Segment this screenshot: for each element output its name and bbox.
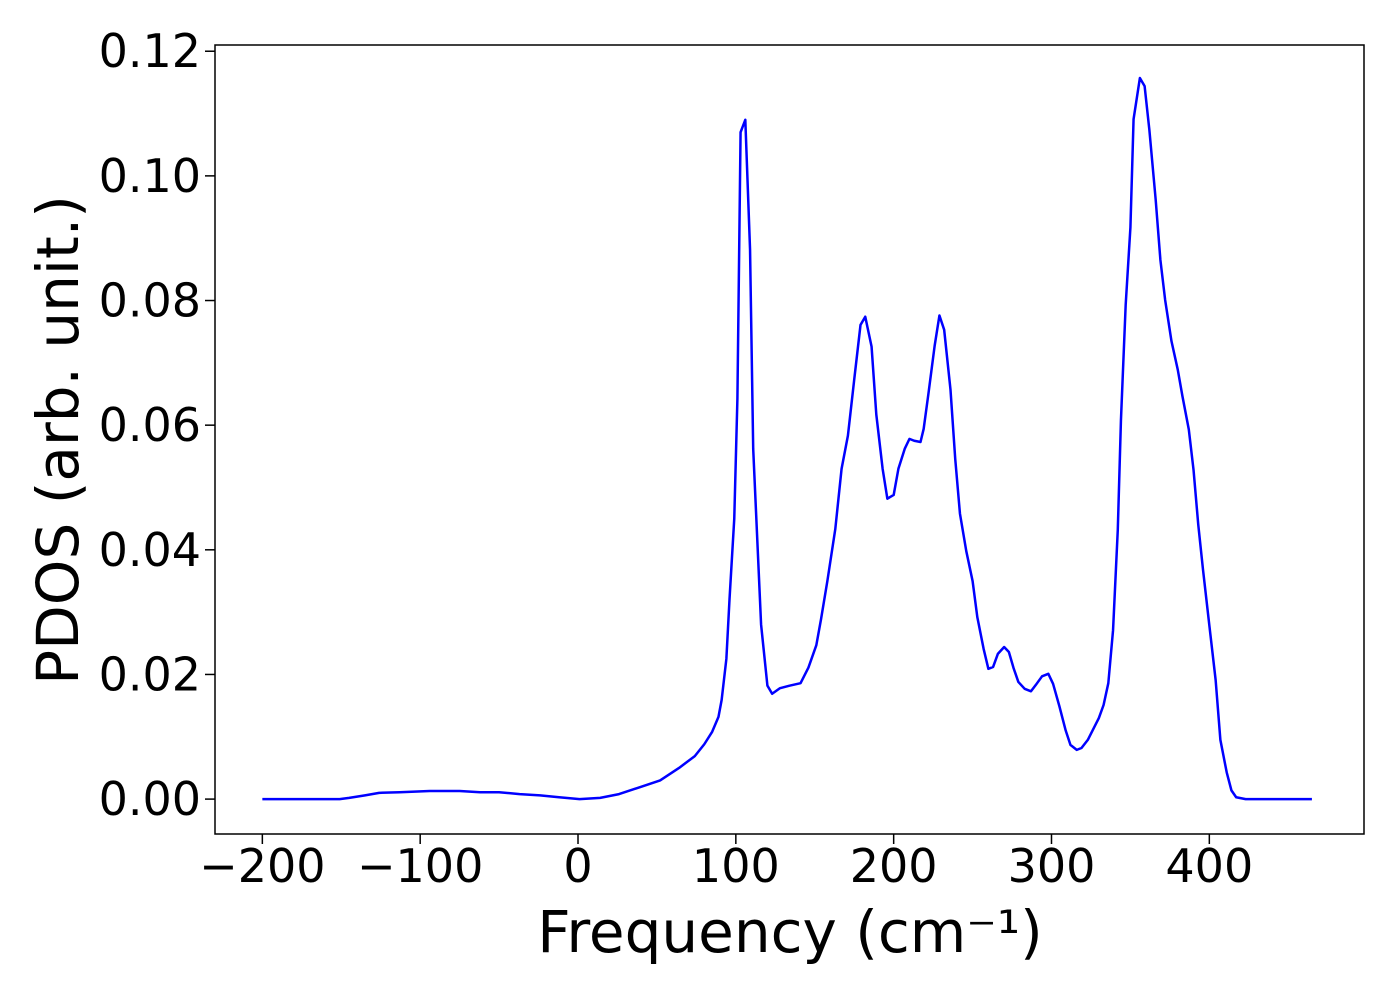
y-tick-label: 0.08 <box>99 274 201 328</box>
x-tick-label: −200 <box>199 839 325 893</box>
y-axis-label: PDOS (arb. unit.) <box>24 195 92 685</box>
plot-frame <box>214 44 1365 835</box>
x-tick-label: 400 <box>1165 839 1253 893</box>
y-tick-label: 0.06 <box>99 398 201 452</box>
x-tick-label: 200 <box>850 839 938 893</box>
y-tick-label: 0.10 <box>99 149 201 203</box>
y-tick-label: 0.04 <box>99 523 201 577</box>
x-tick-label: −100 <box>357 839 483 893</box>
x-tick-label: 0 <box>563 839 592 893</box>
x-tick-label: 100 <box>692 839 780 893</box>
y-tick-label: 0.12 <box>99 24 201 78</box>
x-tick-label: 300 <box>1008 839 1096 893</box>
x-axis-label: Frequency (cm⁻¹) <box>537 898 1043 966</box>
y-tick-label: 0.00 <box>99 772 201 826</box>
y-tick-label: 0.02 <box>99 647 201 701</box>
data-line <box>262 76 1312 801</box>
